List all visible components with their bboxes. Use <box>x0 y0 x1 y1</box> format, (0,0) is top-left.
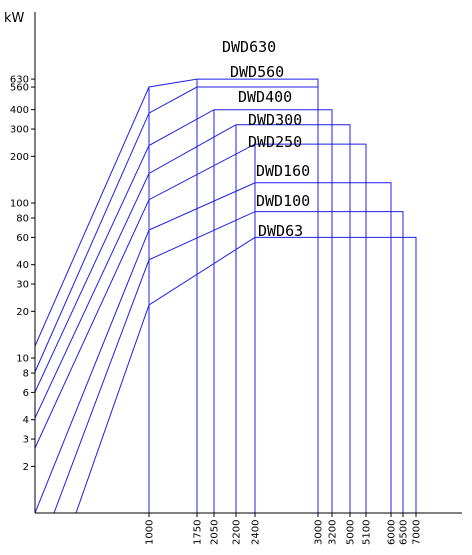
y-tick-label-8: 8 <box>23 369 29 380</box>
y-tick-label-40: 40 <box>16 260 29 271</box>
x-tick-label-1750: 1750 <box>193 520 204 545</box>
x-tick-label-3200: 3200 <box>328 520 339 545</box>
x-tick-label-7000: 7000 <box>412 520 423 545</box>
series-label-dwd63: DWD63 <box>258 222 303 240</box>
y-tick-label-2: 2 <box>23 462 29 473</box>
x-tick-label-1000: 1000 <box>145 520 156 545</box>
x-tick-label-2400: 2400 <box>251 520 262 545</box>
x-tick-label-2200: 2200 <box>232 520 243 545</box>
series-label-dwd400: DWD400 <box>238 88 292 106</box>
y-tick-label-3: 3 <box>23 435 29 446</box>
y-tick-label-300: 300 <box>10 125 29 136</box>
series-line-dwd63 <box>75 236 417 514</box>
series-line-dwd250 <box>34 143 367 513</box>
series-line-dwd100 <box>53 211 404 514</box>
y-tick-label-400: 400 <box>10 105 29 116</box>
y-tick-label-10: 10 <box>16 354 29 365</box>
y-tick-label-630: 630 <box>10 75 29 86</box>
y-tick-label-60: 60 <box>16 233 29 244</box>
y-tick-label-6: 6 <box>23 388 29 399</box>
series-label-dwd160: DWD160 <box>256 162 310 180</box>
series-label-dwd250: DWD250 <box>248 133 302 151</box>
y-axis-unit-label: kW <box>4 11 25 26</box>
x-tick-label-6000: 6000 <box>387 520 398 545</box>
series-labels: DWD630 DWD560 DWD400 DWD300 DWD250 DWD160 DWD1… <box>222 38 310 240</box>
y-tick-label-30: 30 <box>16 280 29 291</box>
x-tick-label-2050: 2050 <box>210 520 221 545</box>
y-tick-label-20: 20 <box>16 307 29 318</box>
x-tick-label-5000: 5000 <box>346 520 357 545</box>
x-tick-label-6500: 6500 <box>399 520 410 545</box>
x-axis-ticks: 1000 1750 2050 2200 2400 3000 3200 5000 5100 6000… <box>145 513 423 545</box>
series-label-dwd560: DWD560 <box>230 63 284 81</box>
x-tick-label-3000: 3000 <box>314 520 325 545</box>
series-line-dwd160 <box>34 182 392 514</box>
series-label-dwd100: DWD100 <box>256 192 310 210</box>
y-tick-label-200: 200 <box>10 152 29 163</box>
y-tick-label-560: 560 <box>10 83 29 94</box>
y-tick-label-4: 4 <box>23 415 29 426</box>
series-label-dwd300: DWD300 <box>248 111 302 129</box>
x-tick-label-5100: 5100 <box>362 520 373 545</box>
series-envelopes <box>34 78 417 514</box>
y-tick-label-80: 80 <box>16 214 29 225</box>
series-label-dwd630: DWD630 <box>222 38 276 56</box>
y-tick-label-100: 100 <box>10 199 29 210</box>
